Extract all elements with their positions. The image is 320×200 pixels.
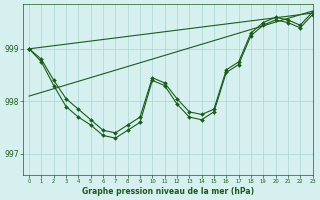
X-axis label: Graphe pression niveau de la mer (hPa): Graphe pression niveau de la mer (hPa) xyxy=(82,187,254,196)
